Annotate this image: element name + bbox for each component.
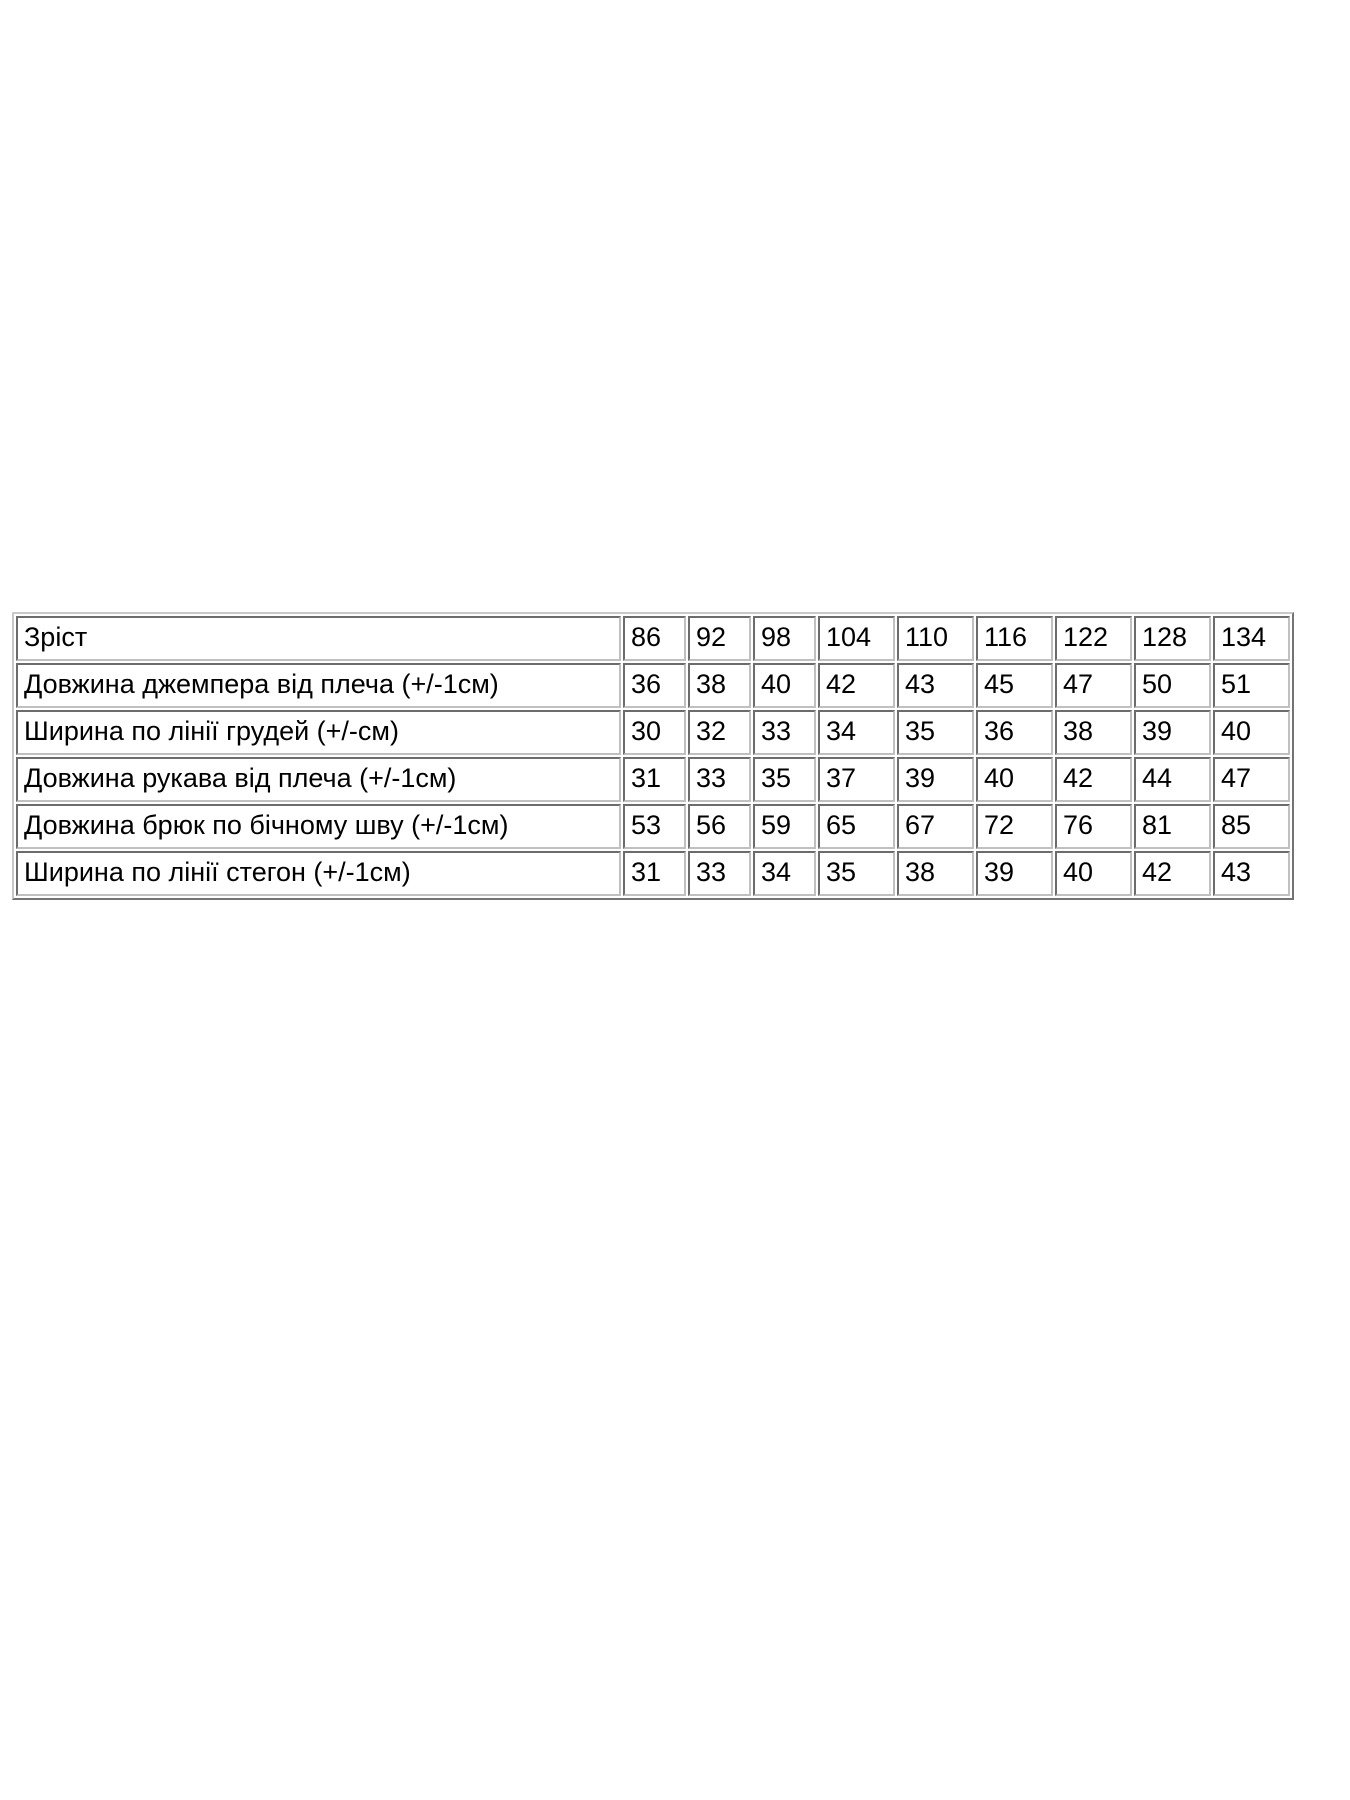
measurement-value: 37	[818, 757, 895, 802]
measurement-value: 45	[976, 663, 1053, 708]
measurement-value: 59	[753, 804, 816, 849]
size-column-header: 86	[623, 616, 686, 661]
measurement-value: 47	[1055, 663, 1132, 708]
measurement-value: 50	[1134, 663, 1211, 708]
measurement-value: 40	[976, 757, 1053, 802]
measurement-value: 30	[623, 710, 686, 755]
measurement-value: 35	[818, 851, 895, 896]
measurement-value: 33	[688, 757, 751, 802]
measurement-value: 76	[1055, 804, 1132, 849]
measurement-value: 36	[623, 663, 686, 708]
measurement-value: 51	[1213, 663, 1290, 708]
measurement-value: 33	[753, 710, 816, 755]
table-row: Довжина рукава від плеча (+/-1см) 31 33 35 3…	[16, 757, 1290, 802]
measurement-label: Довжина брюк по бічному шву (+/-1см)	[16, 804, 621, 849]
measurement-value: 42	[818, 663, 895, 708]
measurement-value: 43	[897, 663, 974, 708]
size-column-header: 98	[753, 616, 816, 661]
measurement-value: 40	[753, 663, 816, 708]
measurement-value: 38	[688, 663, 751, 708]
measurement-value: 36	[976, 710, 1053, 755]
measurement-value: 32	[688, 710, 751, 755]
measurement-value: 85	[1213, 804, 1290, 849]
measurement-value: 35	[753, 757, 816, 802]
measurement-value: 38	[1055, 710, 1132, 755]
measurement-value: 39	[897, 757, 974, 802]
size-column-header: 134	[1213, 616, 1290, 661]
size-column-header: 122	[1055, 616, 1132, 661]
size-chart-container: Зріст 86 92 98 104 110 116 122 128 134 Довжина дже…	[12, 612, 1294, 900]
measurement-value: 39	[976, 851, 1053, 896]
measurement-value: 56	[688, 804, 751, 849]
measurement-value: 67	[897, 804, 974, 849]
measurement-value: 40	[1055, 851, 1132, 896]
measurement-value: 42	[1134, 851, 1211, 896]
measurement-value: 34	[753, 851, 816, 896]
table-row: Ширина по лінії стегон (+/-1см) 31 33 34 35 3…	[16, 851, 1290, 896]
measurement-label: Довжина рукава від плеча (+/-1см)	[16, 757, 621, 802]
measurement-value: 44	[1134, 757, 1211, 802]
size-chart-header-label: Зріст	[16, 616, 621, 661]
size-column-header: 116	[976, 616, 1053, 661]
measurement-value: 34	[818, 710, 895, 755]
measurement-label: Довжина джемпера від плеча (+/-1см)	[16, 663, 621, 708]
table-row: Довжина брюк по бічному шву (+/-1см) 53 56…	[16, 804, 1290, 849]
measurement-value: 35	[897, 710, 974, 755]
size-column-header: 92	[688, 616, 751, 661]
size-chart-table: Зріст 86 92 98 104 110 116 122 128 134 Довжина дже…	[12, 612, 1294, 900]
measurement-value: 39	[1134, 710, 1211, 755]
measurement-value: 65	[818, 804, 895, 849]
measurement-value: 31	[623, 851, 686, 896]
table-row: Довжина джемпера від плеча (+/-1см) 36 38 4…	[16, 663, 1290, 708]
measurement-value: 33	[688, 851, 751, 896]
size-column-header: 110	[897, 616, 974, 661]
size-column-header: 128	[1134, 616, 1211, 661]
size-column-header: 104	[818, 616, 895, 661]
measurement-value: 38	[897, 851, 974, 896]
size-chart-body: Зріст 86 92 98 104 110 116 122 128 134 Довжина дже…	[16, 616, 1290, 896]
measurement-label: Ширина по лінії грудей (+/-см)	[16, 710, 621, 755]
measurement-value: 53	[623, 804, 686, 849]
measurement-value: 31	[623, 757, 686, 802]
size-chart-header-row: Зріст 86 92 98 104 110 116 122 128 134	[16, 616, 1290, 661]
measurement-label: Ширина по лінії стегон (+/-1см)	[16, 851, 621, 896]
measurement-value: 81	[1134, 804, 1211, 849]
measurement-value: 42	[1055, 757, 1132, 802]
measurement-value: 72	[976, 804, 1053, 849]
measurement-value: 43	[1213, 851, 1290, 896]
measurement-value: 47	[1213, 757, 1290, 802]
measurement-value: 40	[1213, 710, 1290, 755]
table-row: Ширина по лінії грудей (+/-см) 30 32 33 34 35…	[16, 710, 1290, 755]
